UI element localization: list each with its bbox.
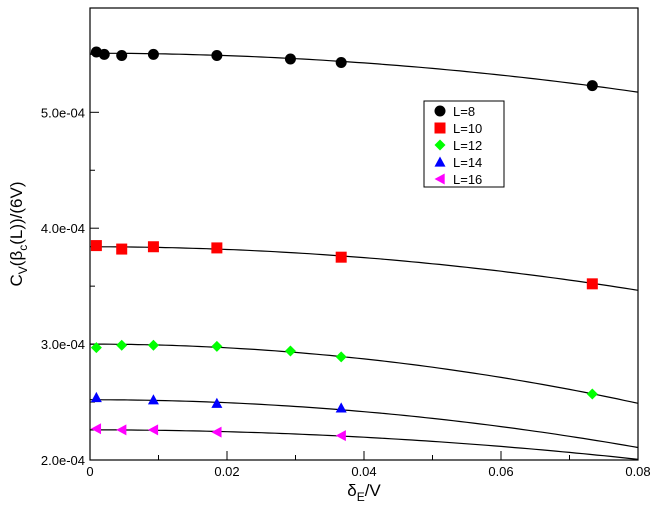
x-tick-label: 0.02 xyxy=(214,464,239,479)
point-l-16 xyxy=(116,424,127,436)
point-l-10 xyxy=(335,251,347,263)
legend-label-l-8: L=8 xyxy=(453,104,475,119)
point-l-14 xyxy=(335,402,347,413)
point-l-8 xyxy=(335,56,347,68)
y-axis-title: CV(βc(L))/(6V) xyxy=(7,181,30,286)
fit-line-l-14 xyxy=(90,399,639,449)
x-tick-label: 0.08 xyxy=(625,464,650,479)
point-l-16 xyxy=(335,430,346,442)
y-tick-label: 5.0e-04 xyxy=(41,105,85,120)
point-l-14 xyxy=(90,391,102,403)
point-l-10 xyxy=(586,278,598,290)
y-tick-label: 2.0e-04 xyxy=(41,453,85,468)
plot-frame xyxy=(89,7,639,461)
point-l-16 xyxy=(147,424,159,436)
point-l-8 xyxy=(586,80,598,92)
point-l-8 xyxy=(284,53,296,65)
y-tick-label: 4.0e-04 xyxy=(41,221,85,236)
point-l-12 xyxy=(284,345,296,357)
legend-label-l-16: L=16 xyxy=(453,172,482,187)
point-l-12 xyxy=(147,339,159,351)
legend-marker-l-12 xyxy=(434,139,446,151)
legend: L=8 L=10 L=12 L=14 L=16 xyxy=(423,100,505,188)
point-l-8 xyxy=(116,50,128,62)
legend-label-l-14: L=14 xyxy=(453,155,482,170)
point-l-12 xyxy=(335,351,347,363)
point-l-10 xyxy=(116,243,128,255)
point-l-12 xyxy=(586,388,598,400)
point-l-10 xyxy=(147,241,159,253)
point-l-12 xyxy=(211,340,223,352)
axis-ticks: 0 0.02 0.04 0.06 0.08 2.0e-04 3.0e-04 4.0e-04 5.… xyxy=(41,53,651,479)
fit-line-l-12 xyxy=(90,343,639,404)
point-l-12 xyxy=(116,339,128,351)
x-axis-title: δE/V xyxy=(347,481,381,504)
point-l-16 xyxy=(90,423,102,435)
legend-label-l-12: L=12 xyxy=(453,138,482,153)
legend-marker-l-16 xyxy=(434,173,445,185)
fit-line-l-8 xyxy=(90,52,639,93)
x-tick-label: 0.04 xyxy=(351,464,376,479)
data-points xyxy=(90,46,598,442)
point-l-8 xyxy=(211,50,223,62)
y-tick-label: 3.0e-04 xyxy=(41,337,85,352)
x-tick-label: 0.06 xyxy=(488,464,513,479)
point-l-10 xyxy=(211,242,223,254)
fit-line-l-16 xyxy=(90,429,639,460)
legend-label-l-10: L=10 xyxy=(453,121,482,136)
point-l-8 xyxy=(98,48,110,60)
x-tick-label: 0 xyxy=(86,464,93,479)
legend-marker-l-14 xyxy=(434,156,446,167)
fit-line-l-10 xyxy=(89,246,639,291)
point-l-10 xyxy=(90,240,102,252)
legend-marker-l-10 xyxy=(434,122,446,134)
point-l-14 xyxy=(211,397,223,408)
point-l-16 xyxy=(211,426,222,438)
point-l-8 xyxy=(147,48,159,60)
fit-lines xyxy=(89,52,639,460)
legend-marker-l-8 xyxy=(434,105,446,117)
point-l-12 xyxy=(90,342,102,354)
point-l-14 xyxy=(147,394,159,405)
